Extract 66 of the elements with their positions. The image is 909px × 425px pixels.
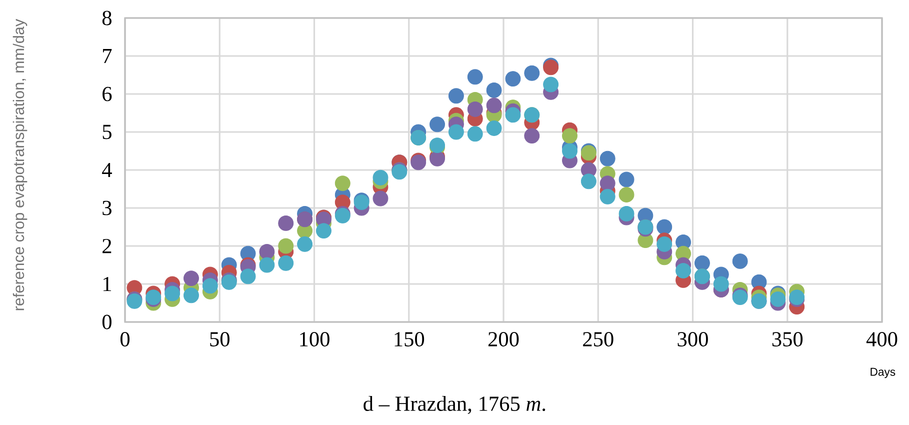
point [372, 190, 388, 206]
point [770, 291, 786, 307]
point [486, 120, 502, 136]
point [202, 278, 218, 294]
point [278, 255, 294, 271]
point [486, 82, 502, 98]
x-tick-label: 50 [210, 332, 230, 346]
point [278, 215, 294, 231]
point [713, 276, 729, 292]
point [448, 124, 464, 140]
point [297, 236, 313, 252]
point [316, 223, 332, 239]
point [467, 101, 483, 117]
y-tick-label: 7 [103, 49, 112, 63]
x-tick-label: 300 [678, 332, 708, 346]
point [372, 170, 388, 186]
point [562, 128, 578, 144]
point [259, 257, 275, 273]
point [543, 76, 559, 92]
point [505, 107, 521, 123]
point [448, 88, 464, 104]
point [618, 186, 634, 202]
point [618, 206, 634, 222]
point [618, 172, 634, 188]
point [184, 270, 199, 286]
point [732, 253, 748, 269]
point [240, 268, 256, 284]
point [676, 262, 692, 278]
point [600, 188, 616, 204]
point [164, 286, 180, 302]
x-axis-title: Days [870, 368, 896, 378]
point [184, 288, 199, 304]
point [467, 126, 483, 142]
text: d – Hrazdan, 1765 m. [364, 396, 546, 414]
point [656, 236, 672, 252]
y-tick-label: 3 [102, 200, 112, 216]
point [505, 71, 521, 87]
point [524, 65, 540, 81]
x-tick-label: 250 [583, 332, 614, 346]
y-tick-label: 1 [104, 276, 112, 292]
point [694, 255, 710, 271]
x-tick-label: 200 [488, 332, 519, 346]
point [580, 174, 596, 190]
point [562, 143, 578, 159]
point [486, 98, 502, 114]
y-tick-label: 8 [102, 10, 112, 26]
y-axis-title: reference crop evapotranspiration, mm/day [12, 18, 28, 310]
y-tick-label: 6 [102, 86, 112, 102]
point [334, 176, 350, 192]
x-tick-label: 400 [866, 332, 898, 346]
x-tick-label: 150 [394, 332, 424, 346]
point [467, 69, 483, 85]
y-tick-label: 5 [102, 124, 112, 140]
x-tick-label: 350 [772, 332, 803, 346]
point [600, 176, 616, 192]
point [278, 238, 294, 254]
point [430, 116, 446, 132]
x-tick-label: 0 [120, 332, 130, 346]
point [259, 244, 275, 260]
point [656, 219, 672, 235]
x-tick-label: 100 [300, 332, 330, 346]
y-tick-label: 4 [102, 162, 112, 178]
point [600, 150, 616, 166]
y-tick-label: 2 [102, 238, 112, 254]
point [524, 128, 540, 144]
y-tick-label: 0 [102, 314, 112, 330]
